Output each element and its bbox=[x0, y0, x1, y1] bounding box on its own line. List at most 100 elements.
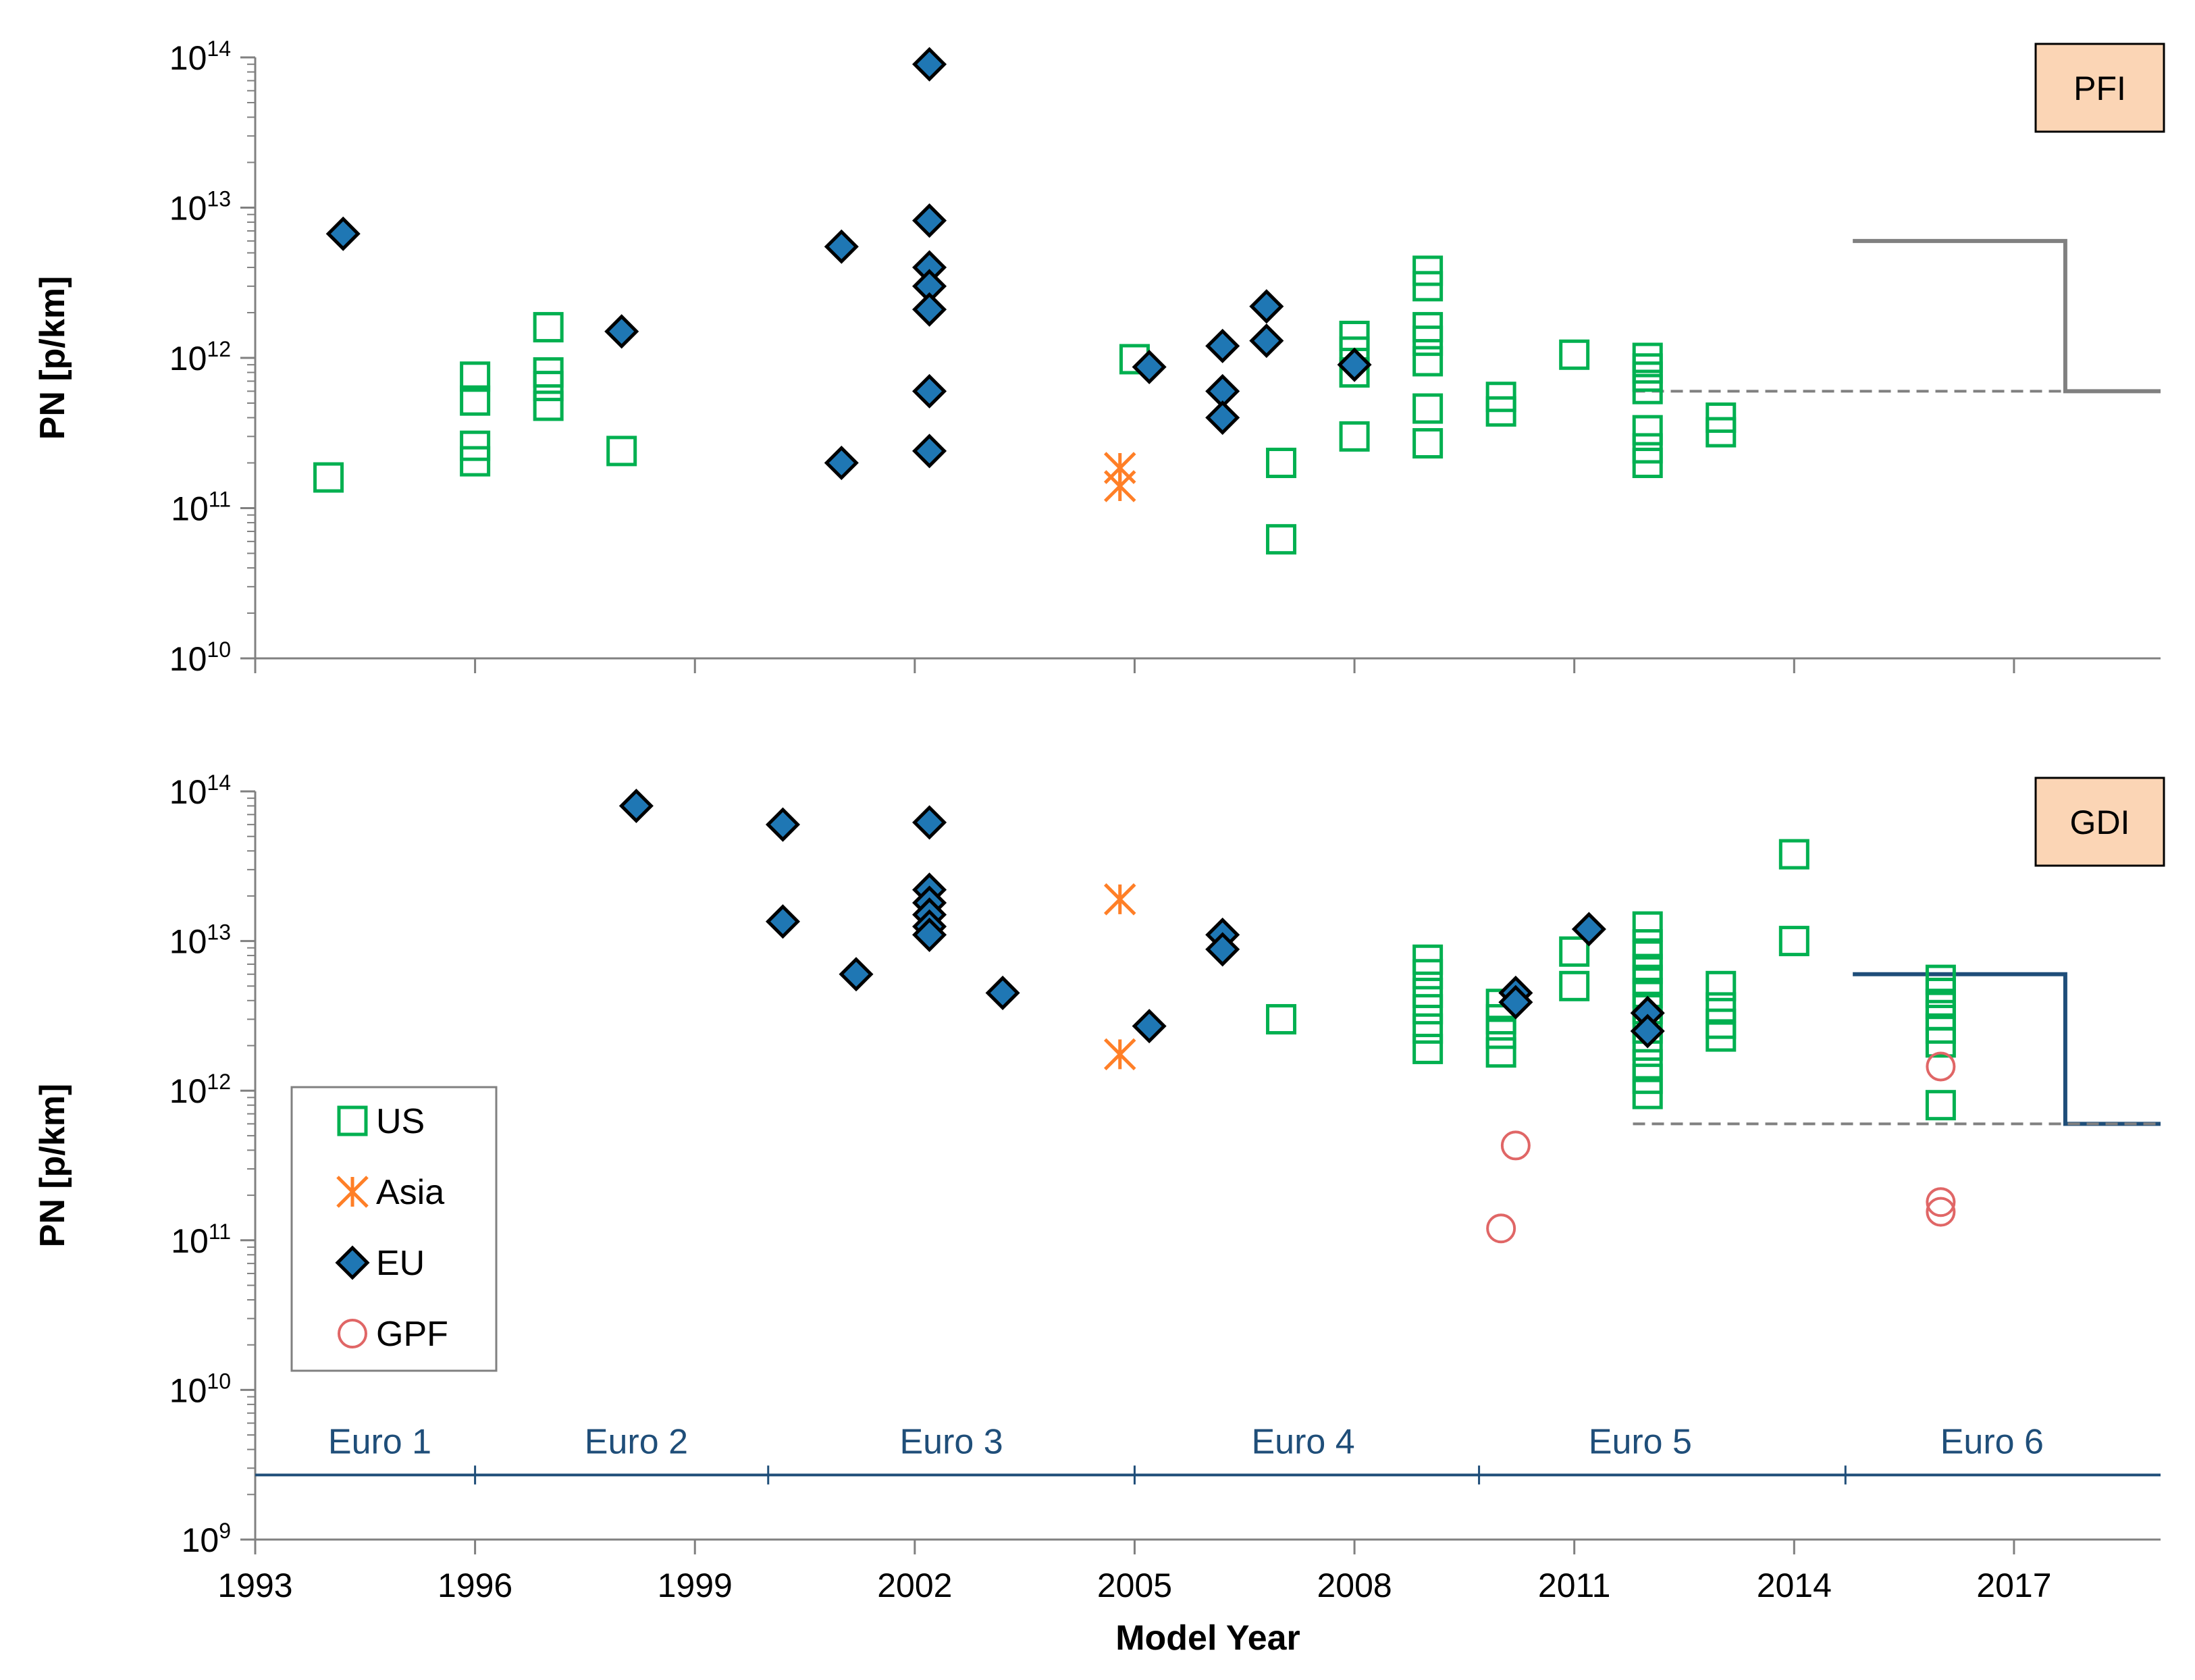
data-point-us bbox=[1266, 524, 1297, 555]
data-point-eu bbox=[1630, 1014, 1665, 1049]
data-point-us bbox=[1632, 911, 1663, 942]
series-eu bbox=[325, 47, 1372, 481]
data-point-gpf bbox=[1486, 1213, 1516, 1244]
data-point-us bbox=[533, 390, 564, 421]
data-point-us bbox=[1632, 448, 1663, 479]
data-point-gpf bbox=[1926, 1051, 1956, 1082]
data-point-eu bbox=[824, 229, 859, 264]
y-tick-label: 1011 bbox=[171, 1219, 231, 1260]
y-tick-label: 1011 bbox=[171, 488, 231, 528]
data-point-us bbox=[1559, 936, 1590, 967]
data-point-eu bbox=[912, 292, 947, 327]
legend-label-us: US bbox=[376, 1102, 425, 1141]
data-point-us bbox=[1705, 1021, 1737, 1052]
data-point-us bbox=[1705, 417, 1737, 448]
x-tick-label: 1996 bbox=[438, 1567, 512, 1604]
data-point-us bbox=[1485, 1018, 1516, 1049]
data-point-us bbox=[1705, 992, 1737, 1023]
legend: US Asia EU GPF bbox=[290, 1086, 498, 1372]
y-tick-label: 1014 bbox=[169, 770, 231, 811]
legend-marker-us bbox=[337, 1105, 368, 1136]
panel-label-box bbox=[2034, 777, 2165, 867]
data-point-eu bbox=[325, 216, 361, 251]
data-point-us bbox=[460, 385, 491, 416]
data-point-eu bbox=[1249, 323, 1284, 359]
data-point-eu bbox=[1498, 985, 1533, 1020]
x-tick-label: 2014 bbox=[1757, 1567, 1832, 1604]
data-point-us bbox=[1632, 353, 1663, 384]
data-point-gpf bbox=[1926, 1197, 1956, 1227]
panel-label: PFI bbox=[2073, 70, 2126, 107]
panel-pfi: 1010 1011 1012 1013 1014 PN [p/km] PFI bbox=[33, 36, 2165, 678]
data-point-us bbox=[1925, 1090, 1956, 1121]
y-tick-label: 1010 bbox=[169, 637, 231, 678]
x-tick-label: 1999 bbox=[658, 1567, 733, 1604]
data-point-us bbox=[313, 462, 344, 493]
data-point-us bbox=[1412, 325, 1444, 357]
y-tick-label: 1013 bbox=[169, 920, 231, 961]
y-tick-label: 1013 bbox=[169, 187, 231, 228]
data-point-eu bbox=[765, 807, 801, 842]
series-us bbox=[313, 255, 1737, 555]
data-point-us bbox=[1412, 994, 1444, 1025]
data-point-us bbox=[1412, 1013, 1444, 1044]
legend-label-gpf: GPF bbox=[376, 1315, 448, 1354]
y-tick-label: 1012 bbox=[169, 1070, 231, 1110]
x-tick-label: 2002 bbox=[877, 1567, 952, 1604]
y-tick-label: 1012 bbox=[169, 337, 231, 377]
data-point-us bbox=[460, 430, 491, 461]
data-point-eu bbox=[1205, 400, 1240, 436]
data-point-us bbox=[1412, 255, 1444, 286]
data-point-eu bbox=[1205, 328, 1240, 363]
data-point-asia bbox=[1103, 470, 1136, 502]
y-axis-title: PN [p/km] bbox=[33, 1084, 72, 1248]
data-point-us bbox=[1632, 373, 1663, 404]
series-asia bbox=[1103, 883, 1136, 1071]
legend-marker-eu bbox=[335, 1245, 370, 1280]
data-point-us bbox=[1412, 393, 1444, 424]
series-eu bbox=[618, 788, 1665, 1049]
data-point-eu bbox=[1132, 349, 1167, 384]
data-point-asia bbox=[1103, 883, 1136, 916]
x-tick-label: 2017 bbox=[1976, 1567, 2051, 1604]
euro-stage-label: Euro 5 bbox=[1589, 1422, 1692, 1461]
data-point-us bbox=[1412, 271, 1444, 302]
data-point-us bbox=[1632, 929, 1663, 960]
data-point-eu bbox=[912, 203, 947, 238]
data-point-eu bbox=[912, 805, 947, 840]
limit-solid bbox=[1853, 972, 2161, 1126]
panel-label-box bbox=[2034, 43, 2165, 133]
legend-label-asia: Asia bbox=[376, 1173, 444, 1212]
data-point-us bbox=[533, 371, 564, 402]
data-point-us bbox=[1339, 421, 1370, 452]
x-tick-label: 2008 bbox=[1317, 1567, 1392, 1604]
data-point-eu bbox=[912, 434, 947, 469]
data-point-eu bbox=[1249, 289, 1284, 324]
data-point-eu bbox=[824, 445, 859, 481]
data-point-us bbox=[533, 312, 564, 343]
data-point-us bbox=[1705, 970, 1737, 1001]
limit-solid bbox=[1853, 238, 2161, 394]
euro-stage-label: Euro 2 bbox=[585, 1422, 688, 1461]
euro-stage-label: Euro 3 bbox=[900, 1422, 1003, 1461]
euro-stage-label: Euro 1 bbox=[328, 1422, 431, 1461]
data-point-us bbox=[1266, 1003, 1297, 1034]
data-point-us bbox=[1632, 1078, 1663, 1109]
data-point-us bbox=[1412, 977, 1444, 1008]
data-point-eu bbox=[1337, 347, 1372, 382]
legend-label-eu: EU bbox=[376, 1244, 425, 1283]
data-point-eu bbox=[1132, 1009, 1167, 1044]
data-point-us bbox=[1485, 1037, 1516, 1068]
data-point-us bbox=[460, 446, 491, 477]
data-point-us bbox=[1412, 346, 1444, 377]
panel-gdi: 109 1010 1011 1012 1013 1014 PN [p/km] GDI Euro … bbox=[33, 770, 2165, 1658]
data-point-us bbox=[1266, 448, 1297, 479]
data-point-eu bbox=[618, 788, 654, 824]
legend-marker-gpf bbox=[338, 1319, 367, 1348]
data-point-us bbox=[1778, 926, 1809, 957]
data-point-us bbox=[1925, 1027, 1956, 1058]
data-point-eu bbox=[985, 975, 1020, 1010]
series-us bbox=[1266, 839, 1956, 1121]
x-tick-label: 2011 bbox=[1538, 1567, 1611, 1604]
